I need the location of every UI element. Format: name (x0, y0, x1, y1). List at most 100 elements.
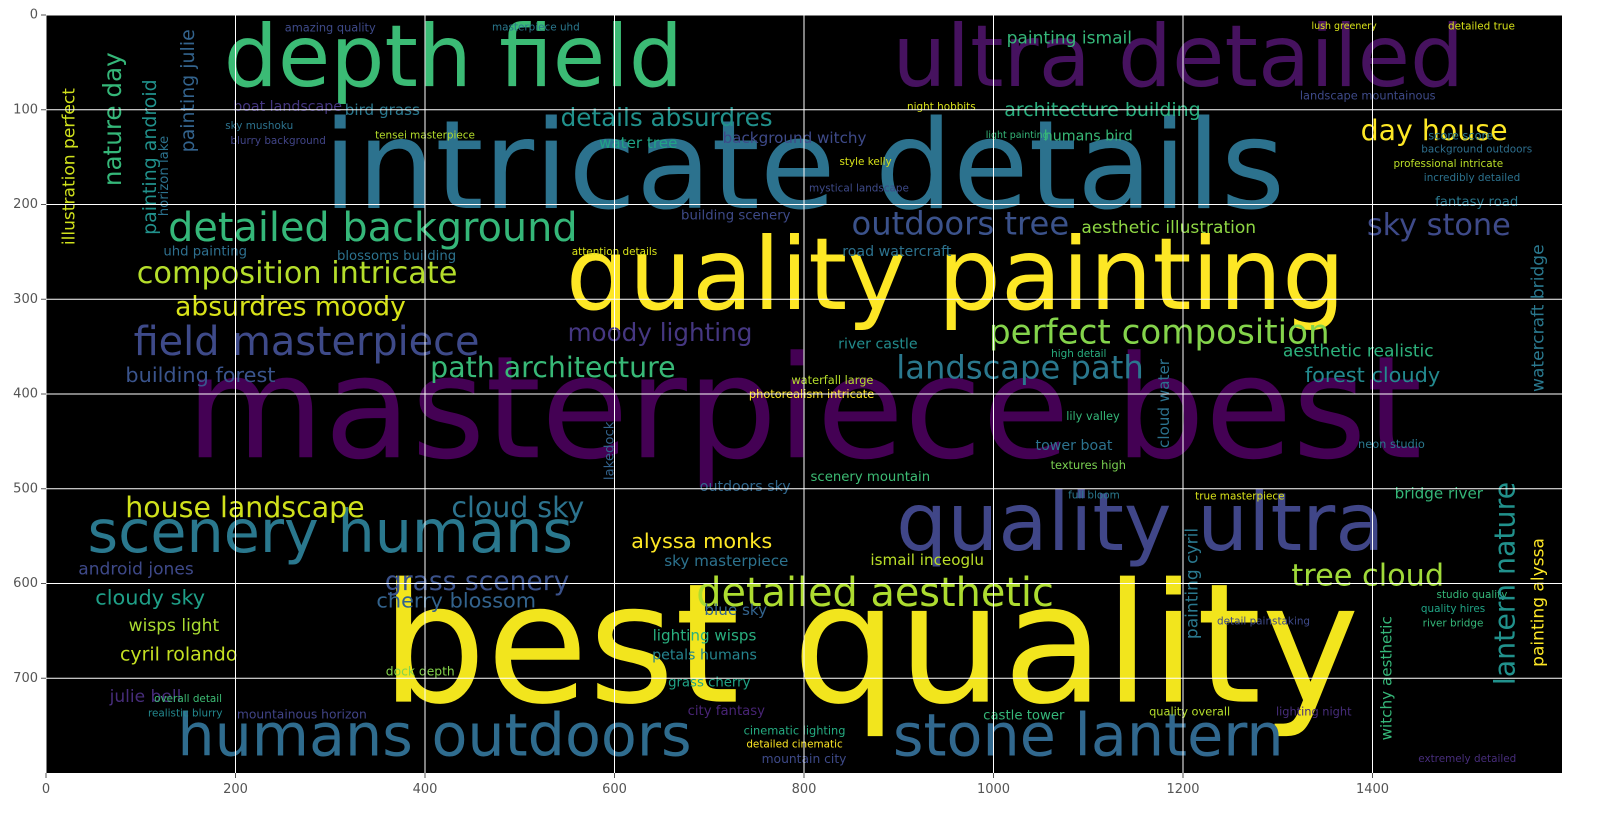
word: outdoors sky (700, 479, 791, 495)
word: quality painting (566, 218, 1345, 333)
word: amazing quality (285, 20, 376, 34)
word: perfect composition (989, 312, 1330, 352)
word: dock depth (386, 665, 455, 679)
word: alyssa monks (631, 529, 772, 553)
word: aesthetic realistic (1283, 341, 1434, 361)
x-tick-label: 1200 (1166, 782, 1199, 797)
word: full bloom (1068, 489, 1120, 501)
word: background outdoors (1421, 144, 1532, 156)
word: landscape path (896, 348, 1143, 386)
word: ismail inceoglu (870, 551, 984, 569)
word: best quality (381, 549, 1360, 742)
word: watercraft bridge (1528, 244, 1548, 392)
word: uhd painting (163, 244, 247, 259)
word: boat landscape (233, 99, 342, 115)
word: sky mushoku (225, 120, 293, 132)
word: house landscape (125, 491, 364, 524)
word: blue sky (704, 601, 767, 619)
y-tick-label: 500 (13, 481, 38, 496)
word: quality overall (1149, 704, 1230, 718)
word: quality ultra (896, 475, 1384, 569)
word: scenery mountain (811, 470, 931, 485)
y-tick-label: 200 (13, 197, 38, 212)
word: painting android (139, 79, 161, 235)
word: grass scenery (385, 566, 569, 597)
word: detailed aesthetic (696, 570, 1054, 616)
word: grass cherry (668, 675, 750, 690)
word: path architecture (430, 351, 676, 384)
word: building forest (125, 363, 275, 387)
word: nature day (98, 52, 127, 186)
word: android jones (78, 559, 194, 579)
word: textures high (1051, 458, 1126, 472)
word: blurry background (230, 135, 325, 147)
word: horizon lake (157, 136, 172, 216)
word: incredibly detailed (1424, 172, 1520, 184)
word: painting alyssa (1528, 538, 1548, 667)
word: neon studio (1358, 437, 1425, 451)
x-tick-label: 0 (42, 782, 50, 797)
y-axis: 0 100 200 300 400 500 600 700 (13, 8, 46, 686)
word: water tree (599, 134, 678, 152)
y-tick-label: 300 (13, 292, 38, 307)
word: night hobbits (907, 101, 976, 113)
word: professional intricate (1393, 158, 1503, 170)
word: sky stone (1367, 208, 1511, 243)
y-tick-label: 600 (13, 576, 38, 591)
word: waterfall large (791, 373, 873, 387)
word: painting julie (177, 29, 199, 152)
word: detail painstaking (1217, 615, 1310, 627)
word: details absurdres (561, 103, 773, 132)
word: depth field (224, 8, 683, 107)
word: castle tower (983, 709, 1065, 724)
word: true masterpiece (1195, 490, 1284, 502)
word: detailed background (168, 205, 577, 251)
word: river castle (838, 337, 917, 353)
grid-lines (45, 14, 1562, 773)
word: extremely detailed (1418, 753, 1516, 765)
word: day house (1361, 114, 1508, 147)
word: cloud water (1155, 358, 1173, 448)
word: score score (1428, 128, 1493, 142)
word: cinematic lighting (744, 723, 846, 737)
word: city fantasy (688, 704, 766, 719)
word: high detail (1051, 348, 1106, 360)
word: cyril rolando (120, 644, 237, 666)
word: julie bell (109, 687, 182, 707)
word: detailed cinematic (746, 739, 843, 751)
word: scenery humans (88, 497, 573, 566)
word: style kelly (839, 156, 891, 168)
word: masterpiece uhd (492, 21, 580, 33)
word: sky masterpiece (664, 552, 788, 570)
word: lakedock (602, 421, 617, 480)
x-axis: 0 200 400 600 800 1000 1200 1400 (42, 773, 1389, 797)
word: landscape mountainous (1300, 89, 1436, 103)
word: lush greenery (1311, 21, 1377, 32)
word: building scenery (681, 208, 791, 223)
word: mystical landscape (809, 182, 909, 194)
y-tick-label: 0 (30, 8, 38, 23)
word: tree cloud (1291, 558, 1444, 593)
word: quality hires (1421, 603, 1485, 615)
word: painting ismail (1007, 29, 1132, 49)
word: field masterpiece (134, 319, 480, 365)
word: fantasy road (1435, 195, 1518, 210)
word: outdoors tree (852, 204, 1070, 242)
word: tower boat (1036, 438, 1113, 454)
y-tick-label: 100 (13, 102, 38, 117)
word: mountainous horizon (237, 707, 367, 721)
word: river bridge (1423, 617, 1484, 629)
word: aesthetic illustration (1081, 218, 1256, 238)
y-tick-label: 400 (13, 387, 38, 402)
x-tick-label: 200 (223, 782, 248, 797)
x-tick-label: 600 (602, 782, 627, 797)
word: ultra detailed (892, 8, 1464, 107)
word: studio quality (1437, 589, 1508, 601)
word: illustration perfect (60, 88, 80, 245)
word: absurdres moody (175, 291, 406, 322)
x-tick-label: 1000 (977, 782, 1010, 797)
word: composition intricate (137, 256, 458, 291)
word: lighting night (1276, 704, 1352, 718)
word: moody lighting (568, 318, 753, 347)
